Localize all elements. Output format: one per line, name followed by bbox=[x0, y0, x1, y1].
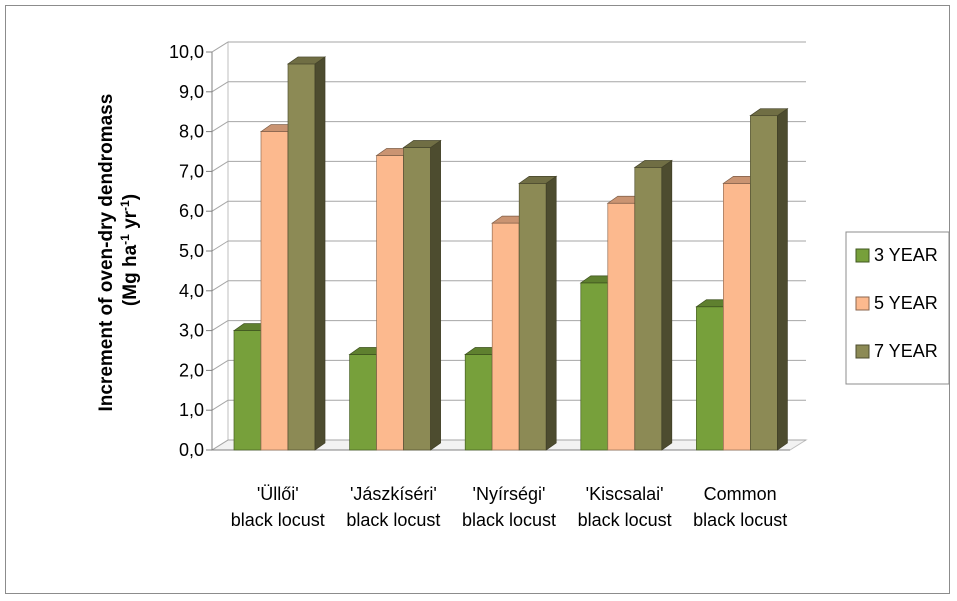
y-axis-label-line1: Increment of oven-dry dendromass bbox=[96, 94, 117, 412]
y-tick-label: 4,0 bbox=[179, 281, 204, 301]
bar-front bbox=[518, 182, 547, 451]
legend: 3 YEAR 5 YEAR 7 YEAR bbox=[845, 231, 950, 385]
bar-front bbox=[287, 63, 316, 451]
legend-label: 3 YEAR bbox=[874, 245, 938, 265]
bar-top bbox=[633, 160, 673, 168]
y-tick-label: 2,0 bbox=[179, 360, 204, 380]
y-tick-label: 9,0 bbox=[179, 82, 204, 102]
bar-7-year bbox=[286, 56, 327, 451]
bar-front bbox=[491, 222, 520, 451]
category-label: 'Kiscsalai' bbox=[586, 484, 664, 504]
bar-top bbox=[286, 56, 327, 65]
y-tick-label: 5,0 bbox=[179, 241, 204, 261]
bars bbox=[232, 56, 789, 451]
bar-front bbox=[634, 167, 663, 451]
legend-swatch bbox=[855, 296, 870, 311]
gridline-side bbox=[211, 439, 229, 451]
bar-7-year bbox=[633, 159, 673, 451]
y-tick-label: 10,0 bbox=[169, 42, 204, 62]
category-label: 'Nyírségi' bbox=[473, 484, 546, 504]
y-tick-label: 6,0 bbox=[179, 201, 204, 221]
legend-swatch bbox=[855, 344, 870, 359]
y-tick-label: 7,0 bbox=[179, 161, 204, 181]
bar-side bbox=[777, 108, 788, 451]
bar-side bbox=[545, 175, 557, 451]
legend-swatch bbox=[855, 248, 870, 263]
bar-side bbox=[430, 139, 441, 451]
bar-side bbox=[314, 56, 326, 451]
y-axis-label-line2: (Mg ha-1 yr-1) bbox=[118, 194, 141, 306]
category-label: black locust bbox=[346, 510, 440, 530]
gridline-side bbox=[211, 160, 229, 172]
y-tick-label: 0,0 bbox=[179, 440, 204, 460]
gridline-side bbox=[211, 280, 229, 292]
gridline-side bbox=[211, 200, 229, 212]
bar-front bbox=[464, 354, 493, 451]
y-tick-label: 3,0 bbox=[179, 321, 204, 341]
gridline-side bbox=[211, 240, 229, 252]
bar-front bbox=[233, 330, 262, 451]
category-label: black locust bbox=[693, 510, 787, 530]
bar-front bbox=[349, 354, 377, 451]
gridline-side bbox=[211, 359, 229, 371]
category-label: black locust bbox=[578, 510, 672, 530]
category-label: Common bbox=[704, 484, 777, 504]
chart-frame bbox=[5, 5, 950, 594]
y-axis-ticks: 0,0 1,0 2,0 3,0 4,0 5,0 6,0 7,0 8,0 9,0 10,0 bbox=[169, 42, 204, 460]
bar-top bbox=[749, 108, 789, 117]
bar-top bbox=[402, 140, 442, 148]
bar-7-year bbox=[402, 139, 442, 451]
category-label: 'Üllői' bbox=[257, 484, 299, 504]
gridline-side bbox=[211, 121, 229, 133]
gridline-side bbox=[211, 320, 229, 332]
legend-label: 5 YEAR bbox=[874, 293, 938, 313]
y-tick-label: 8,0 bbox=[179, 122, 204, 142]
bar-7-year bbox=[518, 175, 558, 451]
legend-label: 7 YEAR bbox=[874, 341, 938, 361]
gridline-side bbox=[211, 41, 229, 53]
bar-front bbox=[723, 182, 751, 451]
gridline-side bbox=[211, 399, 229, 411]
bar-front bbox=[750, 115, 778, 451]
bar-front bbox=[607, 202, 636, 451]
bar-7-year bbox=[749, 108, 789, 451]
bar-top bbox=[518, 175, 558, 184]
bar-front bbox=[696, 306, 724, 451]
gridline-side bbox=[211, 81, 229, 93]
bar-front bbox=[580, 282, 609, 451]
bar-front bbox=[403, 147, 431, 451]
bar-front bbox=[260, 131, 289, 451]
category-label: 'Jászkíséri' bbox=[350, 484, 437, 504]
category-labels: 'Üllői' black locust 'Jászkíséri' black loc… bbox=[231, 484, 787, 530]
y-axis-label: Increment of oven-dry dendromass (Mg ha-… bbox=[96, 88, 141, 411]
category-label: black locust bbox=[462, 510, 556, 530]
category-label: black locust bbox=[231, 510, 325, 530]
bar-side bbox=[661, 159, 673, 451]
y-tick-label: 1,0 bbox=[179, 400, 204, 420]
bar-front bbox=[376, 155, 404, 451]
